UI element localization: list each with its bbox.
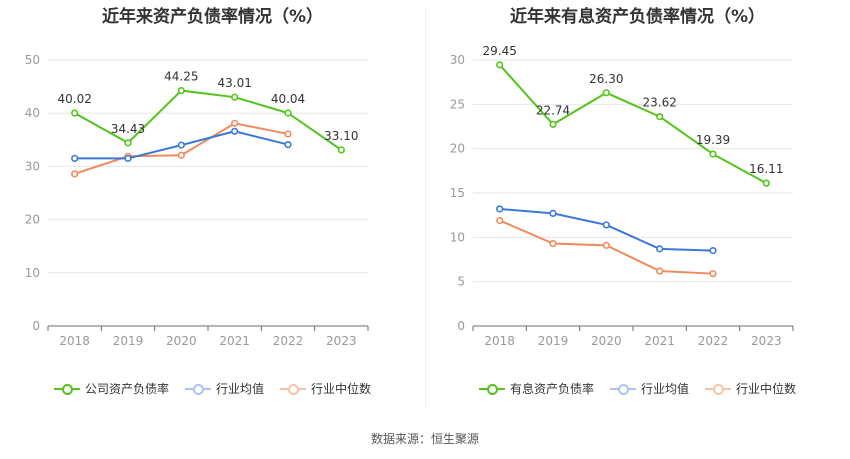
x-tick-label: 2018 bbox=[484, 334, 515, 348]
data-point[interactable] bbox=[549, 120, 557, 128]
x-tick-label: 2021 bbox=[219, 334, 250, 348]
data-point[interactable] bbox=[602, 221, 610, 229]
data-point[interactable] bbox=[709, 150, 717, 158]
y-tick-label: 10 bbox=[25, 266, 40, 280]
chart-legend: 有息资产负债率 行业均值 行业中位数 bbox=[425, 380, 850, 397]
legend-item-industry-median[interactable]: 行业中位数 bbox=[280, 380, 371, 397]
y-tick-label: 0 bbox=[32, 319, 40, 333]
data-label: 40.04 bbox=[271, 92, 305, 106]
y-tick-label: 50 bbox=[25, 53, 40, 67]
data-point[interactable] bbox=[231, 127, 239, 135]
data-label: 16.11 bbox=[749, 162, 783, 176]
chart-legend: 公司资产负债率 行业均值 行业中位数 bbox=[0, 380, 425, 397]
legend-line-icon bbox=[478, 383, 505, 395]
y-tick-label: 20 bbox=[25, 213, 40, 227]
data-point[interactable] bbox=[602, 241, 610, 249]
x-tick-label: 2019 bbox=[113, 334, 144, 348]
y-tick-label: 25 bbox=[450, 97, 465, 111]
legend-line-icon bbox=[184, 383, 211, 395]
data-label: 19.39 bbox=[696, 133, 730, 147]
data-point[interactable] bbox=[549, 209, 557, 217]
x-tick-label: 2018 bbox=[59, 334, 90, 348]
x-tick-label: 2022 bbox=[698, 334, 729, 348]
x-tick-label: 2020 bbox=[591, 334, 622, 348]
data-point[interactable] bbox=[177, 151, 185, 159]
series-line bbox=[74, 89, 342, 151]
legend-line-icon bbox=[609, 383, 636, 395]
x-tick-label: 2021 bbox=[644, 334, 675, 348]
data-point[interactable] bbox=[71, 154, 79, 163]
data-point[interactable] bbox=[496, 205, 504, 213]
y-tick-label: 15 bbox=[450, 186, 465, 200]
legend-line-icon bbox=[53, 383, 80, 395]
panel-divider bbox=[425, 8, 426, 408]
y-tick-label: 30 bbox=[450, 53, 465, 67]
data-point[interactable] bbox=[177, 86, 185, 95]
y-tick-label: 0 bbox=[457, 319, 465, 333]
data-point[interactable] bbox=[71, 170, 79, 178]
y-tick-label: 40 bbox=[25, 106, 40, 120]
legend-item-industry-mean[interactable]: 行业均值 bbox=[609, 380, 689, 397]
data-label: 34.43 bbox=[111, 122, 145, 136]
data-point[interactable] bbox=[496, 61, 504, 69]
legend-item-company[interactable]: 公司资产负债率 bbox=[53, 380, 169, 397]
data-point[interactable] bbox=[231, 119, 239, 127]
data-point[interactable] bbox=[71, 109, 79, 117]
interest-debt-ratio-line-chart: 0 5 10 15 20 25 30 2018 2019 2020 2021 2022 2023 29.4… bbox=[450, 44, 794, 348]
legend-label: 行业中位数 bbox=[736, 382, 797, 396]
data-point[interactable] bbox=[656, 245, 664, 253]
x-tick-label: 2019 bbox=[538, 334, 569, 348]
y-tick-label: 30 bbox=[25, 159, 40, 173]
x-tick-label: 2022 bbox=[273, 334, 304, 348]
data-point[interactable] bbox=[602, 89, 610, 97]
chart-title: 近年来有息资产负债率情况（%） bbox=[509, 7, 766, 27]
data-point[interactable] bbox=[656, 112, 664, 121]
x-tick-label: 2020 bbox=[166, 334, 197, 348]
data-label: 26.30 bbox=[589, 72, 623, 86]
data-point[interactable] bbox=[231, 93, 239, 101]
data-point[interactable] bbox=[337, 146, 345, 154]
chart-panel-interest-debt-ratio: 近年来有息资产负债率情况（%） 0 5 10 15 20 25 30 2018 2019 2020… bbox=[425, 0, 850, 410]
legend-label: 有息资产负债率 bbox=[509, 382, 594, 396]
x-tick-label: 2023 bbox=[326, 334, 357, 348]
legend-label: 公司资产负债率 bbox=[84, 382, 169, 396]
data-point[interactable] bbox=[284, 140, 292, 149]
data-label: 22.74 bbox=[536, 103, 570, 117]
data-point[interactable] bbox=[284, 130, 292, 138]
data-point[interactable] bbox=[124, 139, 132, 147]
data-source-note: 数据来源：恒生聚源 bbox=[370, 432, 479, 446]
legend-line-icon bbox=[280, 383, 306, 395]
data-label: 29.45 bbox=[482, 44, 516, 58]
y-tick-label: 20 bbox=[450, 142, 465, 156]
legend-line-icon bbox=[705, 383, 731, 395]
chart-panel-debt-ratio: 近年来资产负债率情况（%） 0 10 20 30 40 50 2018 2019 2020 202… bbox=[0, 0, 425, 410]
data-point[interactable] bbox=[549, 239, 557, 248]
y-tick-label: 5 bbox=[457, 275, 465, 289]
legend-item-industry-median[interactable]: 行业中位数 bbox=[705, 380, 796, 397]
data-point[interactable] bbox=[762, 179, 770, 187]
legend-label: 行业均值 bbox=[215, 382, 264, 396]
legend-item-industry-mean[interactable]: 行业均值 bbox=[184, 380, 264, 397]
data-point[interactable] bbox=[124, 154, 132, 163]
data-label: 44.25 bbox=[164, 70, 198, 84]
data-point[interactable] bbox=[496, 216, 504, 225]
data-label: 40.02 bbox=[57, 92, 91, 106]
chart-title: 近年来资产负债率情况（%） bbox=[101, 7, 324, 27]
series-line bbox=[498, 64, 767, 185]
y-tick-label: 10 bbox=[450, 230, 465, 244]
data-point[interactable] bbox=[656, 267, 664, 275]
legend-label: 行业均值 bbox=[640, 382, 689, 396]
legend-item-company[interactable]: 有息资产负债率 bbox=[478, 380, 594, 397]
legend-label: 行业中位数 bbox=[311, 382, 372, 396]
debt-ratio-line-chart: 0 10 20 30 40 50 2018 2019 2020 2021 2022 2023 40.02… bbox=[25, 53, 369, 348]
data-point[interactable] bbox=[177, 141, 185, 149]
data-label: 33.10 bbox=[324, 129, 358, 143]
data-label: 23.62 bbox=[642, 96, 676, 110]
data-label: 43.01 bbox=[217, 76, 251, 90]
data-point[interactable] bbox=[284, 109, 292, 117]
x-tick-label: 2023 bbox=[751, 334, 782, 348]
data-point[interactable] bbox=[709, 247, 717, 255]
data-point[interactable] bbox=[709, 270, 717, 278]
